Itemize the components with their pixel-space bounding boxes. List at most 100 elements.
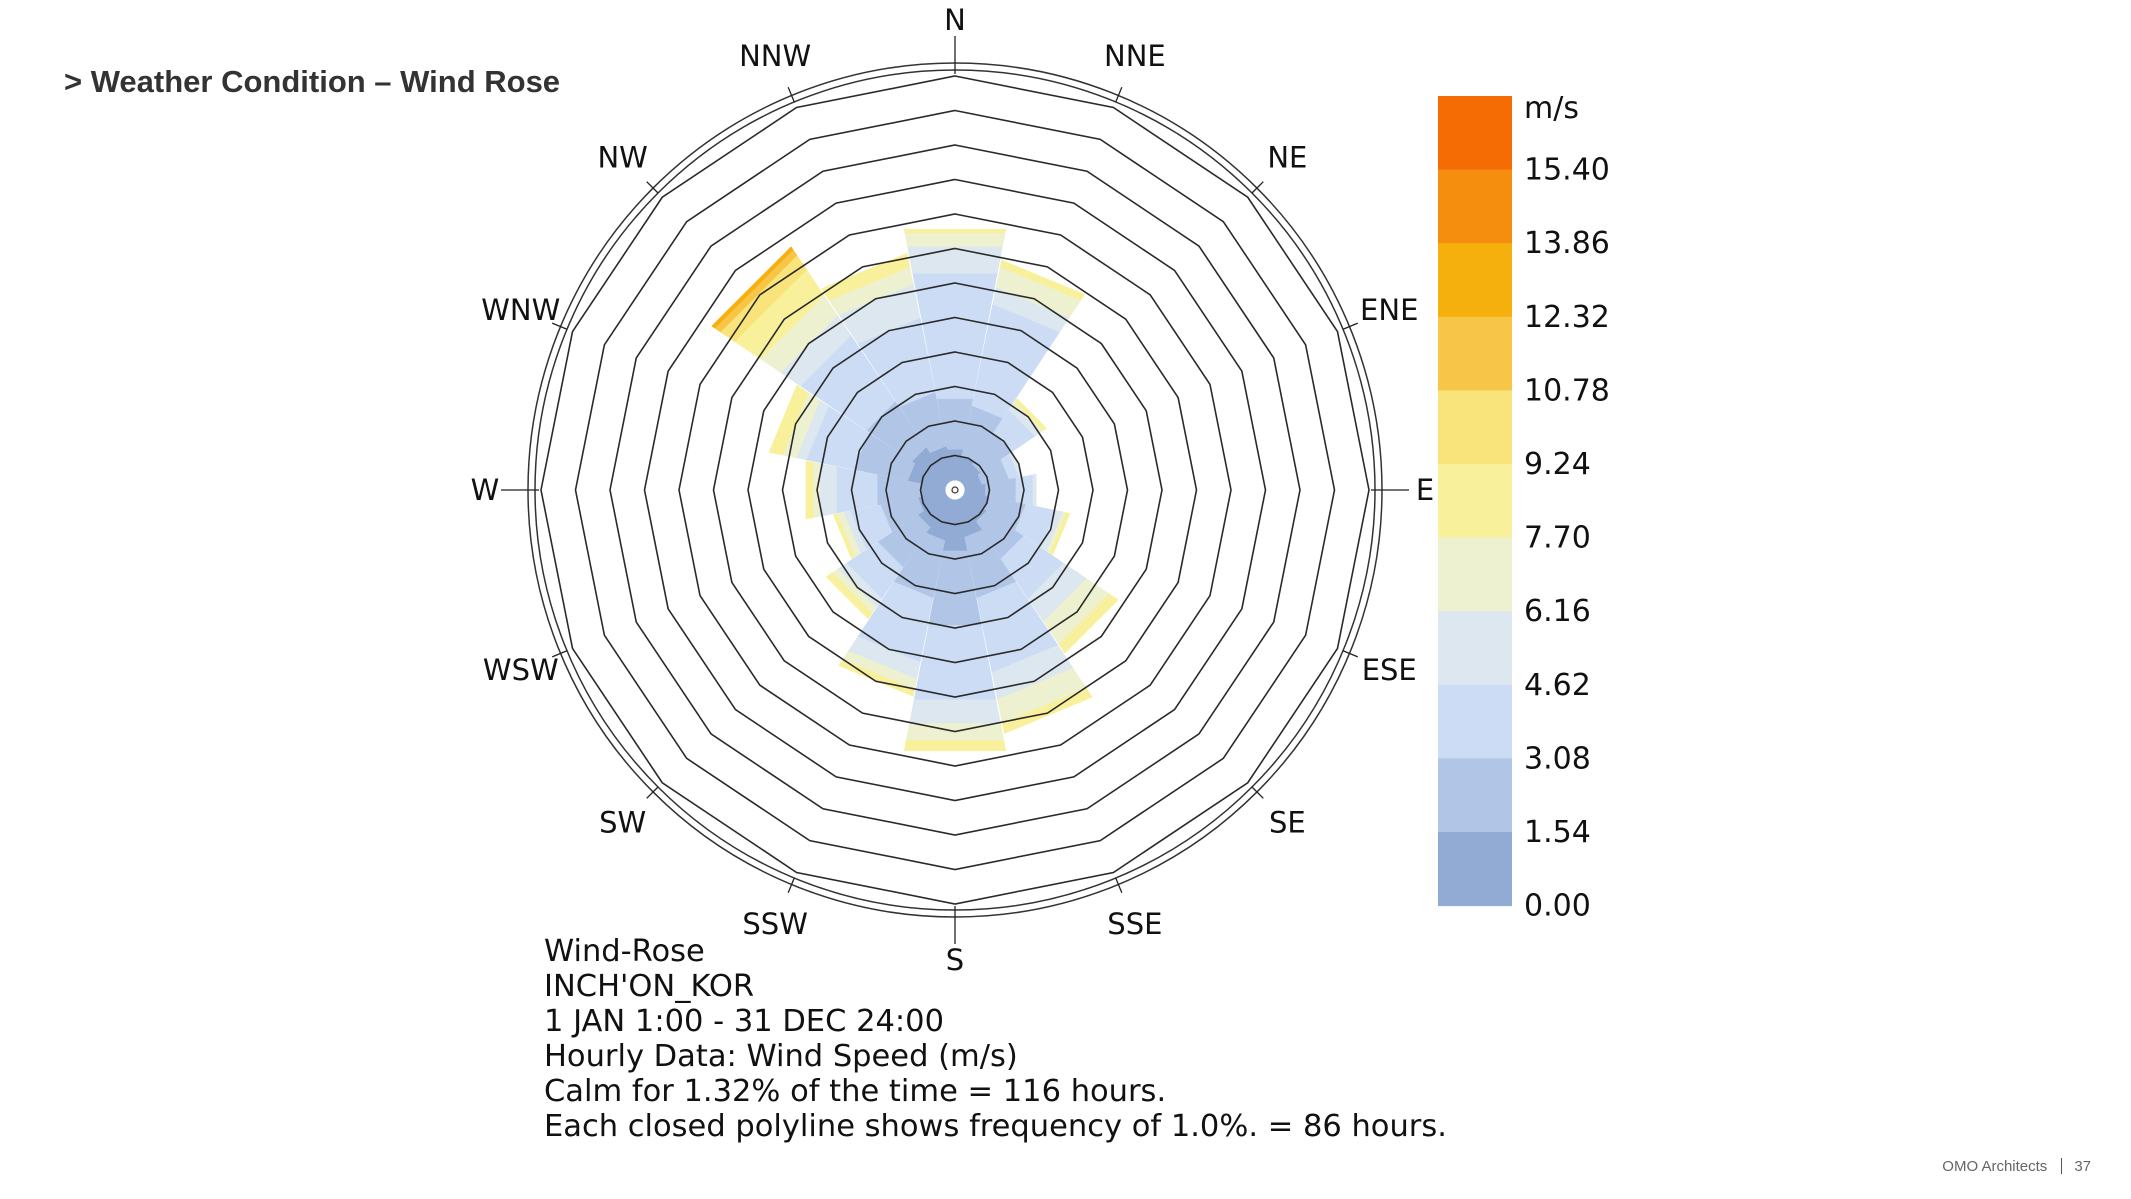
frequency-ring	[816, 351, 1094, 629]
direction-label-sw: SW	[599, 805, 646, 839]
direction-tick	[1251, 786, 1264, 799]
wind-wedges	[711, 228, 1119, 752]
direction-label-ne: NE	[1267, 141, 1307, 175]
frequency-ring	[885, 420, 1025, 560]
info-line: Calm for 1.32% of the time = 116 hours.	[544, 1074, 1167, 1109]
wedge-s-bin-3	[909, 699, 1001, 724]
legend-swatch	[1438, 832, 1512, 907]
legend-tick-label: 3.08	[1524, 741, 1591, 776]
frequency-ring	[747, 282, 1163, 698]
wedge-w-bin-3	[819, 463, 837, 517]
wedge-s-bin-5	[903, 740, 1007, 752]
speed-legend: m/s 15.40 13.86 12.32 10.78 9.24 7.70 6.16 4.62 3…	[1438, 91, 1610, 924]
frequency-ring	[643, 178, 1267, 802]
legend-unit: m/s	[1524, 91, 1579, 126]
frequency-ring	[678, 213, 1232, 767]
chart-info: Wind-Rose INCH'ON_KOR 1 JAN 1:00 - 31 DEC …	[544, 934, 1447, 1144]
info-line: Hourly Data: Wind Speed (m/s)	[544, 1039, 1018, 1074]
wedge-n-bin-5	[903, 228, 1007, 233]
direction-tick	[787, 877, 795, 894]
wedge-w-bin-5	[805, 460, 814, 520]
direction-tick	[1115, 877, 1123, 894]
direction-label-w: W	[471, 473, 500, 507]
legend-tick-label: 0.00	[1524, 889, 1591, 924]
wedge-w-bin-2	[836, 466, 878, 514]
direction-label-nnw: NNW	[739, 39, 811, 73]
legend-swatch	[1438, 96, 1512, 171]
legend-swatch	[1438, 243, 1512, 318]
direction-label-n: N	[944, 3, 966, 37]
wedge-ese-bin-5	[1049, 512, 1071, 556]
wedge-n-bin-4	[904, 232, 1006, 247]
legend-swatch	[1438, 611, 1512, 686]
direction-tick	[646, 181, 659, 194]
wedge-sw-bin-5	[825, 572, 873, 620]
direction-tick	[551, 322, 568, 330]
direction-label-wnw: WNW	[481, 293, 560, 327]
legend-swatch	[1438, 758, 1512, 833]
legend-tick-label: 1.54	[1524, 815, 1591, 850]
direction-tick	[787, 86, 795, 103]
wedge-e-bin-3	[1032, 473, 1037, 507]
legend-tick-label: 12.32	[1524, 300, 1610, 335]
legend-tick-label: 7.70	[1524, 521, 1591, 556]
direction-label-se: SE	[1269, 805, 1306, 839]
wedge-nw-bin-8	[711, 246, 794, 329]
direction-label-ene: ENE	[1360, 293, 1418, 327]
direction-tick	[646, 786, 659, 799]
frequency-ring	[712, 247, 1198, 733]
wedge-ne-bin-5	[1014, 397, 1048, 431]
outer-circle	[534, 69, 1376, 911]
legend-tick-label: 9.24	[1524, 447, 1591, 482]
wedge-w-bin-4	[812, 461, 820, 519]
direction-tick	[1342, 322, 1359, 330]
wedge-nne-bin-5	[999, 259, 1086, 301]
direction-label-e: E	[1416, 473, 1434, 507]
legend-tick-label: 15.40	[1524, 153, 1610, 188]
direction-label-ese: ESE	[1362, 653, 1417, 687]
legend-tick-label: 13.86	[1524, 226, 1610, 261]
direction-labels: N NNE NE ENE E ESE SE SSE S SSW SW WSW W WNW NW NNW	[471, 3, 1435, 977]
direction-tick	[1115, 86, 1123, 103]
wedge-wnw-bin-5	[768, 384, 809, 456]
legend-tick-label: 10.78	[1524, 373, 1610, 408]
frequency-ring	[609, 144, 1301, 836]
legend-swatch	[1438, 464, 1512, 539]
frequency-ring	[850, 385, 1060, 595]
direction-tick	[1342, 650, 1359, 658]
wedge-sse-bin-5	[1002, 688, 1093, 734]
legend-swatch	[1438, 169, 1512, 244]
legend-tick-label: 4.62	[1524, 668, 1591, 703]
footer-company: OMO Architects	[1942, 1158, 2048, 1175]
info-line: Each closed polyline shows frequency of …	[544, 1109, 1447, 1144]
legend-swatch	[1438, 537, 1512, 612]
info-line: INCH'ON_KOR	[544, 969, 755, 1004]
page-number: 37	[2074, 1158, 2091, 1175]
direction-label-nne: NNE	[1104, 39, 1166, 73]
frequency-ring	[574, 109, 1336, 871]
slide-footer: OMO Architects 37	[1942, 1158, 2091, 1175]
frequency-ring	[919, 454, 991, 526]
direction-label-ssw: SSW	[742, 907, 808, 941]
direction-label-sse: SSE	[1107, 907, 1162, 941]
slide-title: > Weather Condition – Wind Rose	[64, 64, 561, 99]
legend-tick-label: 6.16	[1524, 594, 1591, 629]
direction-tick	[1251, 181, 1264, 194]
direction-label-wsw: WSW	[483, 653, 559, 687]
info-line: 1 JAN 1:00 - 31 DEC 24:00	[544, 1004, 944, 1039]
legend-swatch	[1438, 684, 1512, 759]
wedge-wsw-bin-5	[832, 513, 855, 560]
wedge-se-bin-5	[1058, 593, 1119, 654]
footer-separator	[2061, 1158, 2063, 1174]
frequency-ring	[781, 316, 1129, 664]
info-line: Wind-Rose	[544, 934, 705, 969]
frequency-ring	[540, 75, 1370, 905]
center-point	[951, 486, 959, 494]
legend-swatch	[1438, 316, 1512, 391]
direction-label-nw: NW	[597, 141, 647, 175]
wedge-n-bin-3	[907, 245, 1003, 274]
direction-label-s: S	[946, 943, 964, 977]
direction-tick	[551, 650, 568, 658]
legend-swatch	[1438, 390, 1512, 465]
